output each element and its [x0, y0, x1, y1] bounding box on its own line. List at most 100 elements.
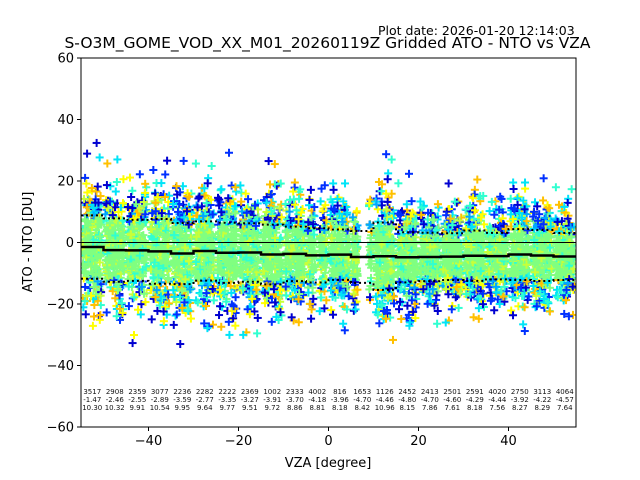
- scatter-point: [339, 319, 348, 328]
- scatter-point: [294, 318, 303, 327]
- scatter-point: [127, 193, 136, 202]
- scatter-point: [91, 198, 100, 207]
- scatter-point: [111, 294, 120, 303]
- scatter-point: [444, 179, 453, 188]
- scatter-point: [340, 326, 349, 335]
- scatter-point: [179, 156, 188, 165]
- scatter-point: [469, 313, 478, 322]
- scatter-point: [316, 197, 325, 206]
- scatter-point: [81, 303, 88, 312]
- scatter-point: [382, 150, 391, 159]
- scatter-points: [81, 138, 576, 349]
- scatter-point: [95, 153, 104, 162]
- scatter-point: [169, 320, 178, 329]
- scatter-point: [92, 138, 101, 147]
- scatter-point: [96, 192, 105, 201]
- scatter-point: [265, 180, 274, 189]
- scatter-point: [82, 179, 91, 188]
- scatter-point: [267, 317, 276, 326]
- scatter-point: [102, 308, 111, 317]
- scatter-point: [490, 306, 499, 315]
- scatter-point: [81, 310, 90, 319]
- scatter-point: [96, 291, 105, 300]
- scatter-point: [209, 296, 218, 305]
- plot-date: Plot date: 2026-01-20 12:14:03: [378, 23, 575, 38]
- scatter-point: [225, 330, 234, 339]
- scatter-point: [394, 179, 403, 188]
- scatter-point: [161, 170, 170, 179]
- scatter-point: [383, 175, 392, 184]
- scatter-point: [89, 283, 98, 292]
- scatter-point: [474, 314, 483, 323]
- scatter-point: [83, 149, 92, 158]
- scatter-point: [253, 329, 262, 338]
- scatter-point: [89, 312, 98, 321]
- scatter-point: [224, 148, 233, 157]
- scatter-point: [306, 185, 315, 194]
- scatter-point: [387, 155, 396, 164]
- scatter-point: [509, 184, 518, 193]
- scatter-point: [404, 169, 413, 178]
- scatter-point: [397, 314, 406, 323]
- scatter-point: [94, 220, 103, 229]
- scatter-point: [84, 221, 93, 230]
- scatter-point: [83, 188, 92, 197]
- scatter-point: [111, 187, 120, 196]
- scatter-point: [215, 311, 224, 320]
- scatter-point: [289, 187, 298, 196]
- scatter-point: [231, 293, 240, 302]
- scatter-point: [171, 311, 180, 320]
- scatter-point: [329, 185, 338, 194]
- scatter-point: [92, 187, 101, 196]
- scatter-point: [92, 264, 101, 273]
- scatter-point: [147, 315, 156, 324]
- scatter-point: [433, 319, 442, 328]
- scatter-point: [290, 183, 299, 192]
- scatter-point: [95, 258, 104, 267]
- scatter-point: [81, 249, 89, 258]
- scatter-point: [92, 254, 101, 263]
- scatter-point: [128, 186, 137, 195]
- scatter-point: [157, 179, 166, 188]
- scatter-point: [91, 250, 100, 259]
- scatter-point: [388, 335, 397, 344]
- scatter-point: [191, 159, 200, 168]
- scatter-point: [128, 339, 137, 348]
- scatter-point: [81, 173, 90, 182]
- scatter-point: [307, 314, 316, 323]
- scatter-point: [82, 203, 91, 212]
- scatter-point: [163, 156, 172, 165]
- scatter-point: [81, 297, 89, 306]
- scatter-point: [113, 155, 122, 164]
- scatter-point: [93, 296, 102, 305]
- scatter-point: [88, 321, 97, 330]
- scatter-point: [165, 191, 174, 200]
- scatter-point: [141, 188, 150, 197]
- chart-title: S-O3M_GOME_VOD_XX_M01_20260119Z Gridded …: [64, 34, 591, 52]
- scatter-point: [81, 268, 88, 277]
- scatter-point: [305, 195, 314, 204]
- scatter-point: [341, 179, 350, 188]
- scatter-point: [95, 232, 104, 241]
- scatter-point: [81, 215, 90, 224]
- scatter-point: [307, 305, 316, 314]
- scatter-point: [373, 205, 382, 214]
- scatter-point: [149, 165, 158, 174]
- scatter-point: [217, 185, 226, 194]
- scatter-point: [236, 181, 245, 190]
- scatter-point: [82, 291, 91, 300]
- scatter-point: [395, 305, 404, 314]
- scatter-point: [176, 340, 185, 349]
- scatter-point: [281, 199, 290, 208]
- scatter-point: [375, 319, 384, 328]
- scatter-point: [520, 303, 529, 312]
- scatter-point: [521, 178, 530, 187]
- scatter-point: [81, 225, 90, 234]
- scatter-point: [129, 331, 138, 340]
- scatter-point: [90, 301, 99, 310]
- scatter-point: [519, 320, 528, 329]
- scatter-point: [91, 271, 100, 280]
- scatter-point: [135, 170, 144, 179]
- scatter-point: [103, 159, 112, 168]
